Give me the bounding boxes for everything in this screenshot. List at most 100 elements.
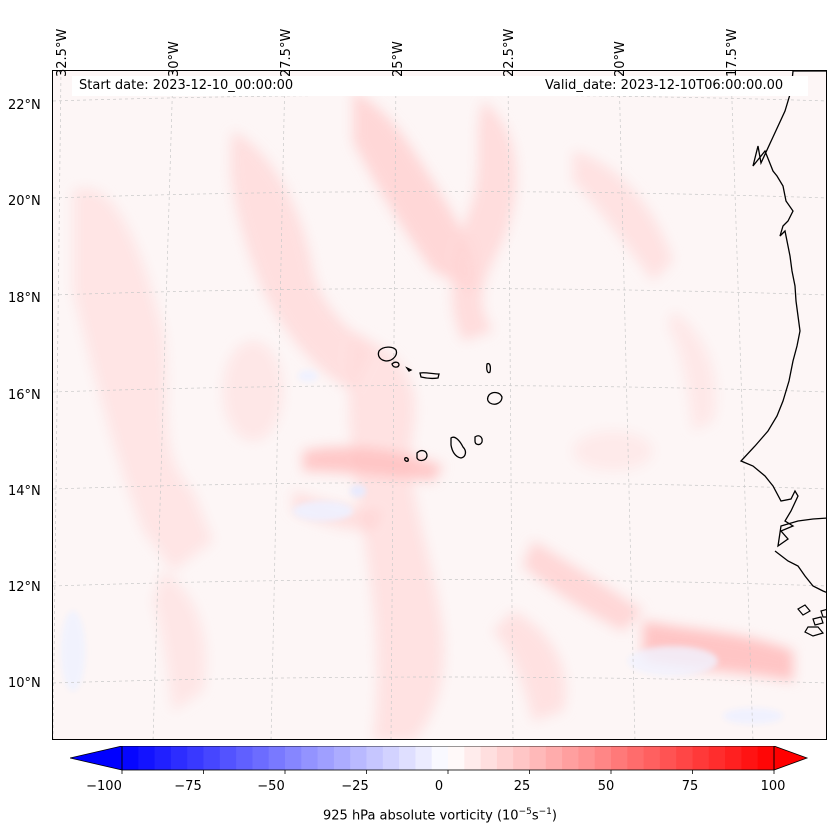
colorbar-ticks [121, 770, 775, 774]
colorbar-cell [643, 746, 661, 770]
colorbar-cell [708, 746, 726, 770]
meridian-27-5w [270, 71, 286, 739]
colorbar-cell [285, 746, 302, 770]
meridian-25w [390, 71, 397, 739]
meridian-22-5w [507, 71, 514, 739]
guinea-bissau-coast [774, 550, 826, 593]
valid-date-label: Valid_date: 2023-12-10T06:00:00.00 [545, 78, 784, 93]
colorbar-cell [415, 746, 433, 770]
colorbar-cell [545, 746, 563, 770]
date-info-bar [72, 76, 808, 96]
negative-vorticity-patch [350, 485, 366, 497]
colorbar-tick-label: −50 [257, 779, 285, 794]
colorbar-cell [676, 746, 693, 770]
colorbar-cell [350, 746, 367, 770]
colorbar [70, 746, 809, 774]
lon-label-27-5w: 27.5°W [279, 28, 294, 77]
map-panel [52, 70, 827, 740]
colorbar-cell [725, 746, 742, 770]
colorbar-extend-high [773, 746, 809, 771]
colorbar-cell [448, 746, 465, 770]
colorbar-tick-label: −75 [174, 779, 202, 794]
island-santo-antao [377, 346, 398, 362]
vorticity-field-negative [61, 370, 783, 724]
lon-label-20w: 20°W [613, 41, 628, 77]
colorbar-cell [513, 746, 530, 770]
negative-vorticity-patch [61, 611, 85, 691]
lon-label-17-5w: 17.5°W [725, 28, 740, 77]
colorbar-cell [659, 746, 677, 770]
colorbar-cell [562, 746, 579, 770]
colorbar-cell [578, 746, 596, 770]
meridian-32-5w [53, 71, 62, 739]
colorbar-title: 925 hPa absolute vorticity (10−5s−1) [323, 807, 557, 824]
colorbar-tick-label: 0 [434, 779, 444, 794]
lat-label-22n: 22°N [8, 98, 41, 113]
negative-vorticity-patch [298, 370, 318, 382]
colorbar-cell [268, 746, 286, 770]
colorbar-cell [757, 746, 775, 770]
colorbar-cell [252, 746, 270, 770]
colorbar-cell [203, 746, 221, 770]
colorbar-cell [464, 746, 482, 770]
colorbar-cell [692, 746, 710, 770]
island-sao-vicente [391, 361, 400, 368]
colorbar-cell [154, 746, 172, 770]
colorbar-tick-label: −25 [341, 779, 369, 794]
vorticity-band [303, 446, 443, 481]
colorbar-cell [480, 746, 498, 770]
colorbar-cell [138, 746, 156, 770]
island-sao-nicolau [419, 372, 440, 380]
lon-label-30w: 30°W [167, 41, 182, 77]
colorbar-tick-label: 100 [760, 779, 786, 794]
colorbar-cell [301, 746, 319, 770]
vorticity-band [230, 131, 373, 391]
lat-label-20n: 20°N [8, 194, 41, 209]
colorbar-cell [529, 746, 547, 770]
colorbar-extend-low [70, 746, 123, 771]
meridian-20w [618, 71, 636, 739]
colorbar-cell [399, 746, 416, 770]
island-brava [404, 457, 409, 462]
colorbar-cell [611, 746, 628, 770]
vorticity-band [573, 151, 673, 281]
negative-vorticity-patch [293, 501, 353, 521]
island-fogo [416, 449, 428, 462]
start-date-label: Start date: 2023-12-10_00:00:00 [79, 78, 294, 93]
cape-verde-islands [377, 346, 503, 462]
colorbar-tick-label: 25 [513, 779, 531, 794]
vorticity-band [493, 611, 566, 721]
lat-label-10n: 10°N [8, 676, 41, 691]
colorbar-cell [236, 746, 253, 770]
vorticity-band [348, 331, 444, 739]
lat-label-16n: 16°N [8, 388, 41, 403]
vorticity-band [573, 431, 653, 471]
meridian-17-5w [730, 71, 754, 739]
island-santiago [450, 436, 467, 459]
lat-label-14n: 14°N [8, 484, 41, 499]
colorbar-tick-label: −100 [86, 779, 122, 794]
lat-label-18n: 18°N [8, 291, 41, 306]
gridlines [53, 71, 826, 739]
island-santa-luzia [405, 366, 413, 372]
colorbar-cell [382, 746, 400, 770]
colorbar-cell [170, 746, 188, 770]
colorbar-cell [333, 746, 351, 770]
island-maio [474, 435, 483, 446]
colorbar-cell [366, 746, 384, 770]
lon-label-32-5w: 32.5°W [55, 28, 70, 77]
lat-label-12n: 12°N [8, 580, 41, 595]
vorticity-band [353, 91, 476, 291]
vorticity-map [53, 71, 826, 739]
island-sal [486, 362, 492, 374]
colorbar-cell [431, 746, 449, 770]
island-boa-vista [486, 391, 503, 405]
lon-label-22-5w: 22.5°W [502, 28, 517, 77]
colorbar-cell [496, 746, 514, 770]
colorbar-tick-label: 50 [597, 779, 615, 794]
colorbar-tick-label: 75 [681, 779, 699, 794]
vorticity-band [73, 187, 213, 571]
bissagos-islands [797, 604, 826, 637]
colorbar-cell [219, 746, 237, 770]
negative-vorticity-patch [628, 646, 718, 676]
